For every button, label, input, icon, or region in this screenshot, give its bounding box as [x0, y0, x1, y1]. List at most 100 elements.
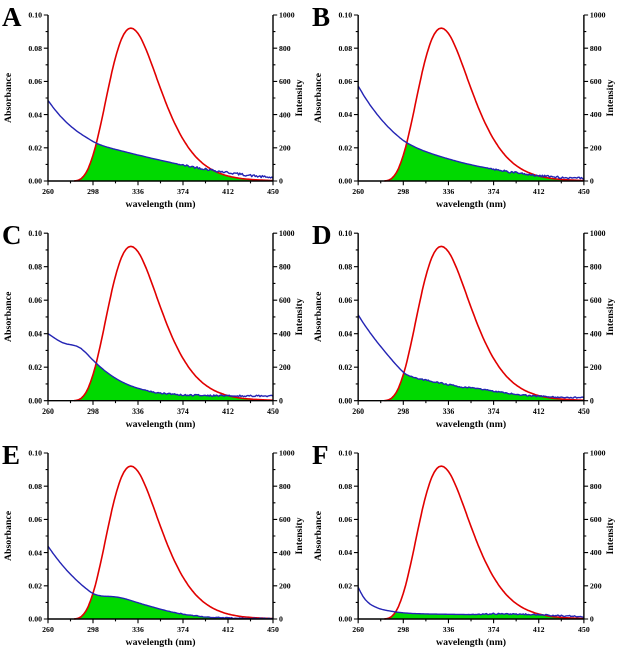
x-axis-title: wavelength (nm)	[436, 637, 506, 648]
y-right-tick-label: 1000	[590, 229, 606, 238]
x-tick-label: 412	[533, 187, 545, 196]
panel-letter: B	[312, 2, 330, 32]
y-right-tick-label: 1000	[590, 11, 606, 20]
panel-letter: D	[312, 220, 332, 250]
y-right-tick-label: 800	[590, 262, 602, 271]
y-right-tick-label: 800	[279, 262, 291, 271]
y-right-tick-label: 1000	[590, 449, 606, 458]
x-axis-title: wavelength (nm)	[436, 199, 506, 210]
x-tick-label: 260	[42, 187, 54, 196]
y-left-tick-label: 0.06	[338, 515, 352, 524]
spectra-plot: 0.00 0.02 0.04 0.06 0.08 0.10 0 200 400 600 800 100…	[312, 440, 616, 648]
spectra-plot: 0.00 0.02 0.04 0.06 0.08 0.10 0 200 400 600 800 100…	[312, 220, 616, 430]
x-tick-label: 412	[222, 407, 234, 416]
y-right-tick-label: 0	[590, 615, 594, 624]
emission-curve	[73, 245, 273, 402]
y-right-tick-label: 800	[590, 482, 602, 491]
panel-F: 0.00 0.02 0.04 0.06 0.08 0.10 0 200 400 600 800 100…	[310, 438, 621, 656]
y-left-tick-label: 0.02	[28, 581, 42, 590]
y-right-tick-label: 600	[279, 296, 291, 305]
y-left-tick-label: 0.08	[28, 482, 42, 491]
axes-frame	[357, 15, 585, 182]
y-right-tick-label: 200	[279, 143, 291, 152]
x-tick-label: 260	[352, 407, 364, 416]
absorbance-curve	[357, 314, 585, 399]
panel-letter: E	[2, 440, 20, 470]
y-left-tick-label: 0.04	[28, 329, 42, 338]
y-left-tick-label: 0.04	[28, 548, 42, 557]
y-left-tick-label: 0.04	[338, 329, 352, 338]
y-left-tick-label: 0.08	[338, 262, 352, 271]
emission-curve	[384, 27, 584, 182]
y-right-tick-label: 0	[590, 177, 594, 186]
x-tick-label: 298	[397, 187, 409, 196]
tick-marks	[43, 14, 278, 186]
y-right-tick-label: 200	[590, 363, 602, 372]
y-left-tick-label: 0.08	[28, 262, 42, 271]
y-right-tick-label: 200	[279, 363, 291, 372]
y-left-tick-label: 0.10	[28, 229, 42, 238]
y-right-axis-title: Intensity	[294, 298, 305, 335]
y-left-axis-title: Absorbance	[313, 72, 324, 123]
y-right-tick-label: 400	[279, 329, 291, 338]
y-right-tick-label: 0	[279, 177, 283, 186]
x-tick-label: 450	[578, 407, 590, 416]
x-tick-label: 298	[87, 625, 99, 634]
y-left-axis-title: Absorbance	[3, 72, 14, 123]
x-tick-label: 450	[267, 187, 279, 196]
x-tick-label: 412	[533, 407, 545, 416]
y-right-axis-title: Intensity	[605, 79, 616, 116]
overlap-area	[74, 363, 273, 401]
y-right-axis-title: Intensity	[294, 79, 305, 116]
y-left-tick-label: 0.06	[28, 515, 42, 524]
y-right-tick-label: 400	[590, 548, 602, 557]
y-left-axis-title: Absorbance	[313, 510, 324, 561]
y-left-tick-label: 0.02	[338, 581, 352, 590]
y-left-tick-label: 0.06	[338, 296, 352, 305]
emission-curve	[384, 465, 584, 620]
spectra-plot: 0.00 0.02 0.04 0.06 0.08 0.10 0 200 400 600 800 100…	[2, 2, 305, 210]
y-right-tick-label: 600	[590, 77, 602, 86]
y-right-tick-label: 200	[590, 143, 602, 152]
x-tick-label: 374	[488, 407, 500, 416]
x-tick-label: 260	[352, 625, 364, 634]
x-tick-label: 412	[222, 187, 234, 196]
y-right-tick-label: 800	[279, 482, 291, 491]
y-left-tick-label: 0.06	[28, 77, 42, 86]
panel-E: 0.00 0.02 0.04 0.06 0.08 0.10 0 200 400 600 800 100…	[0, 438, 310, 656]
overlap-area	[74, 143, 273, 181]
y-right-tick-label: 1000	[279, 11, 295, 20]
y-right-tick-label: 400	[590, 329, 602, 338]
y-left-tick-label: 0.10	[338, 449, 352, 458]
axes-frame	[47, 453, 274, 620]
y-left-axis-title: Absorbance	[313, 291, 324, 342]
y-left-tick-label: 0.00	[28, 177, 42, 186]
tick-marks	[353, 232, 589, 405]
x-tick-label: 336	[132, 625, 144, 634]
y-left-tick-label: 0.00	[28, 615, 42, 624]
y-right-tick-label: 400	[279, 110, 291, 119]
x-axis-title: wavelength (nm)	[436, 419, 506, 430]
x-tick-label: 336	[132, 407, 144, 416]
y-left-tick-label: 0.02	[28, 363, 42, 372]
tick-marks	[353, 452, 589, 624]
y-left-tick-label: 0.08	[338, 482, 352, 491]
y-right-tick-label: 800	[279, 44, 291, 53]
panel-C: 0.00 0.02 0.04 0.06 0.08 0.10 0 200 400 600 800 100…	[0, 218, 310, 438]
x-tick-label: 298	[87, 187, 99, 196]
emission-curve	[384, 245, 584, 402]
y-right-tick-label: 600	[590, 515, 602, 524]
x-tick-label: 298	[397, 625, 409, 634]
y-left-tick-label: 0.02	[338, 363, 352, 372]
y-right-tick-label: 0	[590, 396, 594, 405]
y-left-tick-label: 0.00	[338, 177, 352, 186]
axes-frame	[357, 233, 585, 402]
x-tick-label: 412	[533, 625, 545, 634]
y-left-tick-label: 0.06	[338, 77, 352, 86]
panel-A: 0.00 0.02 0.04 0.06 0.08 0.10 0 200 400 600 800 100…	[0, 0, 310, 218]
x-tick-label: 374	[177, 187, 189, 196]
x-tick-label: 374	[488, 625, 500, 634]
x-tick-label: 450	[578, 187, 590, 196]
y-left-tick-label: 0.10	[338, 229, 352, 238]
y-right-tick-label: 600	[279, 515, 291, 524]
